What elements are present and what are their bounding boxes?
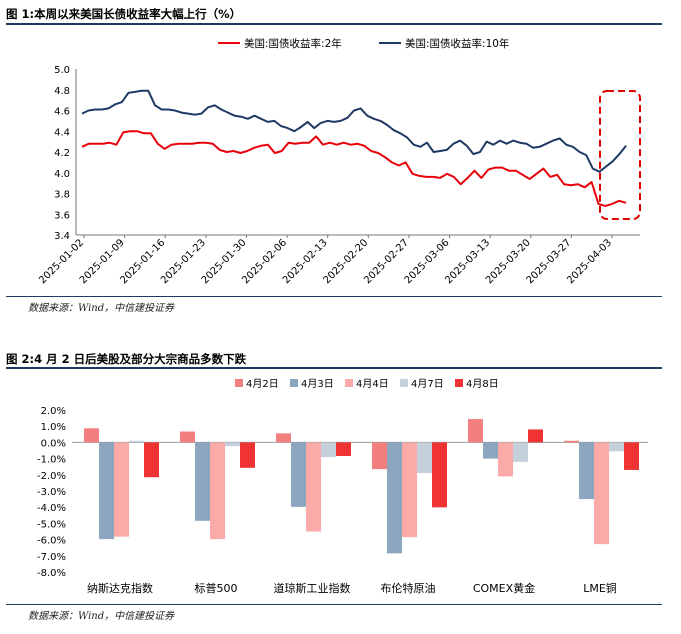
bar — [144, 442, 159, 478]
legend-label: 4月7日 — [411, 378, 444, 390]
y-tick-label: -2.0% — [37, 471, 66, 482]
bar — [372, 442, 387, 470]
legend-swatch — [400, 379, 408, 387]
figure-2-title: 图 2:4 月 2 日后美股及部分大宗商品多数下跌 — [6, 352, 247, 366]
figure-1-source: 数据来源：Wind，中信建投证券 — [28, 303, 175, 314]
y-tick-label: -4.0% — [37, 503, 66, 514]
y-tick-label: 0.0% — [41, 438, 66, 449]
bar — [195, 442, 210, 521]
legend-label: 美国:国债收益率:2年 — [244, 37, 342, 50]
bar — [594, 442, 609, 545]
y-tick-label: 5.0 — [54, 65, 70, 76]
bar-chart: 2.0% 1.0% 0.0% -1.0% -2.0% -3.0% -4.0% -5.0% -6.… — [37, 378, 648, 595]
bar — [513, 442, 528, 462]
legend-swatch — [290, 379, 298, 387]
y-tick-label: 4.4 — [54, 127, 70, 138]
y-tick-label: 4.0 — [54, 169, 70, 180]
bar — [468, 419, 483, 443]
y-tick-label: -5.0% — [37, 519, 66, 530]
legend-swatch — [455, 379, 463, 387]
legend-label: 4月8日 — [466, 378, 499, 390]
y-tick-label: 4.2 — [54, 148, 70, 159]
series-line-2y — [81, 130, 627, 207]
legend-label: 美国:国债收益率:10年 — [405, 37, 509, 50]
figure-2-source: 数据来源：Wind，中信建投证券 — [28, 611, 175, 622]
y-tick-label: 3.4 — [54, 231, 70, 242]
highlight-box — [599, 90, 641, 220]
figure-2-title-rule — [6, 367, 662, 369]
legend-label: 4月4日 — [356, 378, 389, 390]
y-tick-label: 4.8 — [54, 86, 70, 97]
bar — [417, 442, 432, 474]
legend-label: 4月2日 — [246, 378, 279, 390]
figure-2-bottom-rule — [6, 604, 662, 605]
bar — [528, 429, 543, 443]
bar — [129, 440, 144, 443]
bar — [180, 431, 195, 443]
category-label: COMEX黄金 — [473, 581, 535, 595]
y-tick-label: 3.8 — [54, 190, 70, 201]
y-tick-label: 3.6 — [54, 210, 70, 221]
figure-1-bottom-rule — [6, 296, 662, 297]
bar — [276, 433, 291, 443]
bar — [432, 442, 447, 508]
bar — [387, 442, 402, 554]
legend-swatch — [235, 379, 243, 387]
bar — [483, 442, 498, 459]
category-label: 布伦特原油 — [381, 581, 436, 595]
bar — [564, 440, 579, 443]
figure-1-title: 图 1:本周以来美国长债收益率大幅上行（%） — [6, 7, 242, 21]
y-tick-label: -3.0% — [37, 487, 66, 498]
category-label: LME铜 — [583, 581, 617, 595]
category-label: 纳斯达克指数 — [87, 581, 153, 595]
line-chart: 5.04.84.64.44.24.03.83.63.42025-01-02202… — [37, 37, 641, 286]
bar — [114, 442, 129, 537]
bar — [498, 442, 513, 477]
bar — [99, 442, 114, 540]
category-label: 标普500 — [195, 581, 238, 595]
bar — [210, 442, 225, 540]
y-tick-label: -8.0% — [37, 568, 66, 579]
legend-swatch — [345, 379, 353, 387]
y-tick-label: -7.0% — [37, 552, 66, 563]
bar — [84, 428, 99, 443]
category-label: 道琼斯工业指数 — [274, 581, 351, 595]
y-tick-label: -1.0% — [37, 455, 66, 466]
y-tick-label: 4.6 — [54, 107, 70, 118]
y-tick-label: -6.0% — [37, 536, 66, 547]
bar — [609, 442, 624, 452]
bar — [240, 442, 255, 468]
bar — [402, 442, 417, 538]
bar — [321, 442, 336, 458]
bar — [579, 442, 594, 500]
bar — [225, 442, 240, 447]
bar — [624, 442, 639, 470]
bar — [336, 442, 351, 457]
figure-1-title-rule — [6, 23, 662, 25]
bar — [291, 442, 306, 507]
y-tick-label: 1.0% — [41, 422, 66, 433]
y-tick-label: 2.0% — [41, 406, 66, 417]
bar — [306, 442, 321, 532]
legend-label: 4月3日 — [301, 378, 334, 390]
series-line-10y — [81, 89, 627, 173]
